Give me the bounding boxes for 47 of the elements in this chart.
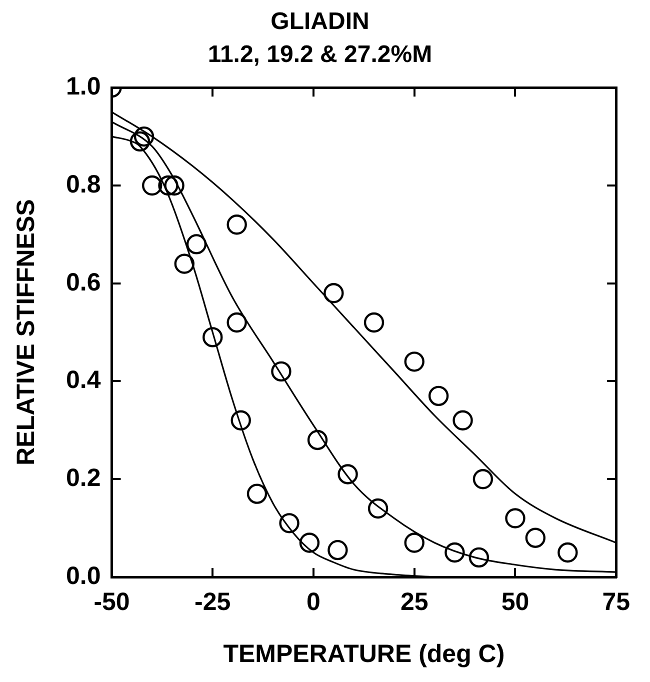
point <box>271 361 292 382</box>
y-tick-label: 0.2 <box>66 464 101 492</box>
point <box>505 508 526 528</box>
point <box>444 542 465 563</box>
point <box>525 528 546 548</box>
x-axis-title: TEMPERATURE (deg C) <box>223 640 505 668</box>
x-tick-label: 75 <box>602 588 630 616</box>
point <box>226 312 247 333</box>
x-tick-label: -25 <box>194 588 231 616</box>
point <box>158 175 178 196</box>
chart-subtitle: 11.2, 19.2 & 27.2%M <box>208 40 432 68</box>
point <box>174 254 194 274</box>
point <box>279 513 300 534</box>
point <box>404 532 424 553</box>
point <box>230 410 251 430</box>
y-tick-label: 0.4 <box>66 366 101 394</box>
point <box>558 542 578 563</box>
point <box>452 410 473 430</box>
point <box>299 532 320 553</box>
y-tick-label: 0.0 <box>66 562 101 590</box>
point <box>472 469 494 490</box>
point <box>186 234 207 254</box>
y-tick-label: 1.0 <box>66 72 101 100</box>
point <box>404 352 424 372</box>
x-tick-label: 50 <box>501 588 530 616</box>
point <box>324 283 344 304</box>
point <box>468 547 490 568</box>
y-axis-title: RELATIVE STIFFNESS <box>12 199 40 466</box>
y-tick-label: 0.8 <box>66 170 101 198</box>
x-tick-label: 25 <box>400 588 428 616</box>
x-tick-label: -50 <box>94 588 130 616</box>
point <box>428 386 449 406</box>
x-tick-label: 0 <box>306 588 320 616</box>
point <box>364 312 384 333</box>
point <box>226 214 247 235</box>
point <box>134 126 154 147</box>
point <box>307 430 328 450</box>
point <box>202 327 223 348</box>
point <box>142 175 162 196</box>
point <box>368 498 388 519</box>
chart-title: GLIADIN <box>270 8 370 36</box>
point <box>338 464 358 484</box>
point <box>328 540 348 560</box>
y-tick-label: 0.6 <box>66 268 101 296</box>
point <box>130 131 150 152</box>
point <box>164 175 184 196</box>
point <box>246 484 268 504</box>
